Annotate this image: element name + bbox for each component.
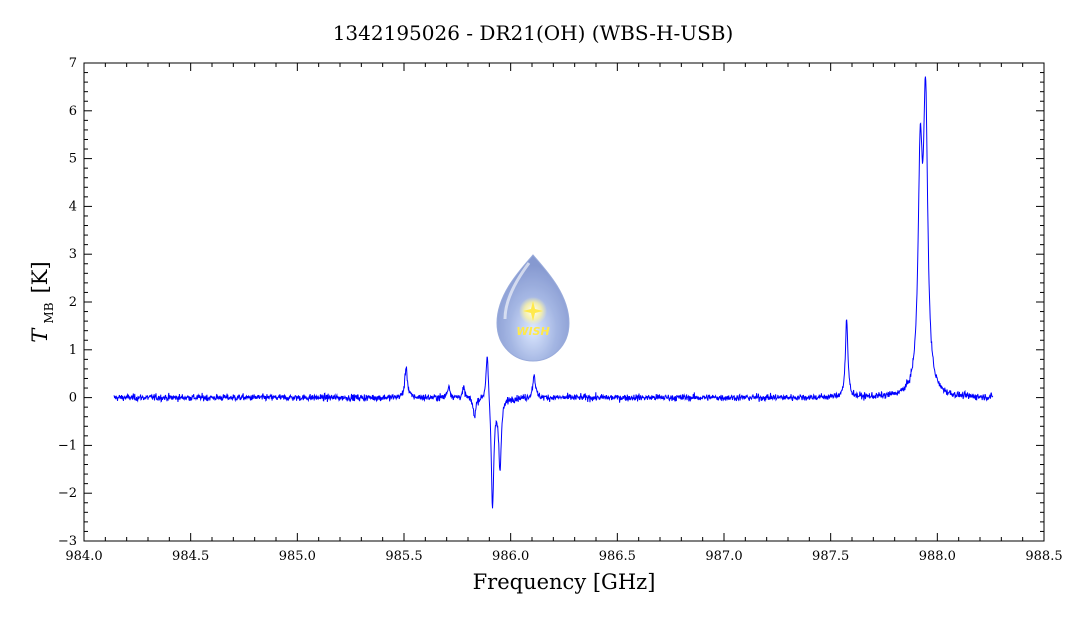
y-tick-label: 2 (69, 295, 77, 310)
x-tick-labels: 984.0 984.5 985.0 985.5 986.0 986.5 987.0 987.5… (65, 549, 1062, 564)
y-tick-label: 4 (69, 199, 77, 214)
y-tick-label: 1 (69, 343, 77, 358)
y-tick-label: 5 (69, 152, 77, 167)
y-axis-symbol: T (28, 327, 52, 343)
chart-title: 1342195026 - DR21(OH) (WBS-H-USB) (333, 21, 734, 45)
x-tick-label: 987.0 (705, 549, 742, 564)
svg-text:T MB [K]: T MB [K] (28, 261, 57, 342)
y-tick-label: −3 (58, 534, 77, 549)
y-tick-label: −1 (58, 438, 77, 453)
x-tick-label: 985.0 (279, 549, 316, 564)
x-tick-label: 986.5 (599, 549, 636, 564)
spectrum-line (113, 76, 994, 509)
y-tick-label: 7 (69, 56, 77, 71)
y-tick-label: 3 (69, 247, 77, 262)
y-tick-label: −2 (58, 486, 77, 501)
y-axis-subscript: MB (42, 302, 56, 323)
star-icon (523, 301, 543, 321)
x-tick-label: 984.5 (172, 549, 209, 564)
y-axis-unit: [K] (28, 261, 52, 293)
logo-text: WISH (516, 325, 549, 338)
x-tick-label: 984.0 (65, 549, 102, 564)
y-axis-label: T MB [K] (28, 261, 57, 342)
y-tick-label: 6 (69, 104, 77, 119)
y-tick-labels: −3 −2 −1 0 1 2 3 4 5 6 7 (58, 56, 77, 549)
x-tick-label: 986.0 (492, 549, 529, 564)
wish-logo: WISH (496, 254, 570, 362)
y-tick-label: 0 (69, 391, 77, 406)
x-tick-label: 988.5 (1025, 549, 1062, 564)
x-tick-label: 985.5 (385, 549, 422, 564)
x-axis-label: Frequency [GHz] (473, 570, 656, 594)
axis-ticks (83, 62, 1045, 542)
x-tick-label: 987.5 (812, 549, 849, 564)
x-tick-label: 988.0 (919, 549, 956, 564)
